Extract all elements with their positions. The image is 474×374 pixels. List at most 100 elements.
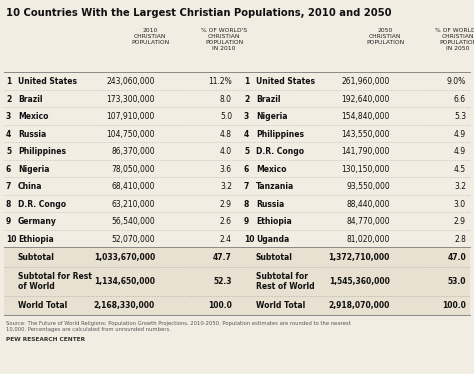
Text: 11.2%: 11.2% <box>208 77 232 86</box>
Text: United States: United States <box>256 77 315 86</box>
Text: 130,150,000: 130,150,000 <box>342 165 390 174</box>
Text: 7: 7 <box>6 182 11 191</box>
Text: Germany: Germany <box>18 217 57 226</box>
Text: 52,070,000: 52,070,000 <box>111 235 155 244</box>
Text: 2,918,070,000: 2,918,070,000 <box>328 301 390 310</box>
Text: Brazil: Brazil <box>256 95 281 104</box>
Text: D.R. Congo: D.R. Congo <box>256 147 304 156</box>
Text: 4.5: 4.5 <box>454 165 466 174</box>
Text: 47.7: 47.7 <box>213 253 232 262</box>
Text: 173,300,000: 173,300,000 <box>107 95 155 104</box>
Text: D.R. Congo: D.R. Congo <box>18 200 66 209</box>
Text: 192,640,000: 192,640,000 <box>342 95 390 104</box>
Text: 81,020,000: 81,020,000 <box>346 235 390 244</box>
Text: 10: 10 <box>6 235 17 244</box>
Text: 4.8: 4.8 <box>220 130 232 139</box>
Text: 5: 5 <box>6 147 11 156</box>
Text: Russia: Russia <box>18 130 46 139</box>
Text: 9: 9 <box>244 217 249 226</box>
Text: Ethiopia: Ethiopia <box>256 217 292 226</box>
Text: 143,550,000: 143,550,000 <box>341 130 390 139</box>
Text: 1,372,710,000: 1,372,710,000 <box>328 253 390 262</box>
Text: 9: 9 <box>6 217 11 226</box>
Text: 1,134,650,000: 1,134,650,000 <box>94 277 155 286</box>
Text: Subtotal for Rest: Subtotal for Rest <box>18 272 92 281</box>
Text: 2,168,330,000: 2,168,330,000 <box>94 301 155 310</box>
Text: Subtotal: Subtotal <box>18 253 55 262</box>
Text: 63,210,000: 63,210,000 <box>111 200 155 209</box>
Text: Philippines: Philippines <box>18 147 66 156</box>
Text: 4: 4 <box>6 130 11 139</box>
Text: China: China <box>18 182 43 191</box>
Text: 2: 2 <box>6 95 11 104</box>
Text: 2.6: 2.6 <box>220 217 232 226</box>
Text: United States: United States <box>18 77 77 86</box>
Text: Brazil: Brazil <box>18 95 43 104</box>
Text: 3.2: 3.2 <box>220 182 232 191</box>
Text: 3.2: 3.2 <box>454 182 466 191</box>
Text: 261,960,000: 261,960,000 <box>342 77 390 86</box>
Text: 4.9: 4.9 <box>454 130 466 139</box>
Text: 3.0: 3.0 <box>454 200 466 209</box>
Bar <box>4 296 470 315</box>
Text: 1,033,670,000: 1,033,670,000 <box>94 253 155 262</box>
Text: 107,910,000: 107,910,000 <box>107 112 155 121</box>
Text: 5.3: 5.3 <box>454 112 466 121</box>
Text: 8: 8 <box>244 200 249 209</box>
Text: Tanzania: Tanzania <box>256 182 294 191</box>
Text: 86,370,000: 86,370,000 <box>111 147 155 156</box>
Text: 243,060,000: 243,060,000 <box>107 77 155 86</box>
Text: 5: 5 <box>244 147 249 156</box>
Text: Subtotal for: Subtotal for <box>256 272 308 281</box>
Text: Russia: Russia <box>256 200 284 209</box>
Text: 100.0: 100.0 <box>208 301 232 310</box>
Text: 47.0: 47.0 <box>447 253 466 262</box>
Text: 9.0%: 9.0% <box>447 77 466 86</box>
Text: 56,540,000: 56,540,000 <box>111 217 155 226</box>
Text: Rest of World: Rest of World <box>256 282 315 291</box>
Text: 154,840,000: 154,840,000 <box>342 112 390 121</box>
Text: % OF WORLD'S
CHRISTIAN
POPULATION
IN 2010: % OF WORLD'S CHRISTIAN POPULATION IN 201… <box>201 28 247 51</box>
Text: 3: 3 <box>6 112 11 121</box>
Text: Nigeria: Nigeria <box>18 165 49 174</box>
Text: 4.0: 4.0 <box>220 147 232 156</box>
Text: 4: 4 <box>244 130 249 139</box>
Text: PEW RESEARCH CENTER: PEW RESEARCH CENTER <box>6 337 85 342</box>
Text: 2.4: 2.4 <box>220 235 232 244</box>
Text: 1: 1 <box>6 77 11 86</box>
Text: 53.0: 53.0 <box>447 277 466 286</box>
Text: 2.9: 2.9 <box>220 200 232 209</box>
Text: 2050
CHRISTIAN
POPULATION: 2050 CHRISTIAN POPULATION <box>366 28 404 45</box>
Text: 3: 3 <box>244 112 249 121</box>
Text: Philippines: Philippines <box>256 130 304 139</box>
Text: 100.0: 100.0 <box>442 301 466 310</box>
Text: 141,790,000: 141,790,000 <box>342 147 390 156</box>
Text: 4.9: 4.9 <box>454 147 466 156</box>
Text: World Total: World Total <box>256 301 305 310</box>
Text: 8: 8 <box>6 200 11 209</box>
Text: Mexico: Mexico <box>18 112 48 121</box>
Text: 6.6: 6.6 <box>454 95 466 104</box>
Text: 10: 10 <box>244 235 255 244</box>
Text: 78,050,000: 78,050,000 <box>111 165 155 174</box>
Bar <box>4 267 470 296</box>
Text: 1: 1 <box>244 77 249 86</box>
Text: Uganda: Uganda <box>256 235 289 244</box>
Text: Mexico: Mexico <box>256 165 286 174</box>
Bar <box>4 248 470 267</box>
Text: 52.3: 52.3 <box>213 277 232 286</box>
Text: World Total: World Total <box>18 301 67 310</box>
Text: 5.0: 5.0 <box>220 112 232 121</box>
Text: 88,440,000: 88,440,000 <box>346 200 390 209</box>
Text: Source: The Future of World Religions: Population Growth Projections, 2010-2050.: Source: The Future of World Religions: P… <box>6 321 351 332</box>
Text: 6: 6 <box>244 165 249 174</box>
Text: 2.8: 2.8 <box>454 235 466 244</box>
Text: 7: 7 <box>244 182 249 191</box>
Text: % OF WORLD'S
CHRISTIAN
POPULATION
IN 2050: % OF WORLD'S CHRISTIAN POPULATION IN 205… <box>435 28 474 51</box>
Text: 2010
CHRISTIAN
POPULATION: 2010 CHRISTIAN POPULATION <box>131 28 169 45</box>
Text: 8.0: 8.0 <box>220 95 232 104</box>
Text: Ethiopia: Ethiopia <box>18 235 54 244</box>
Text: 104,750,000: 104,750,000 <box>107 130 155 139</box>
Text: of World: of World <box>18 282 55 291</box>
Text: 93,550,000: 93,550,000 <box>346 182 390 191</box>
